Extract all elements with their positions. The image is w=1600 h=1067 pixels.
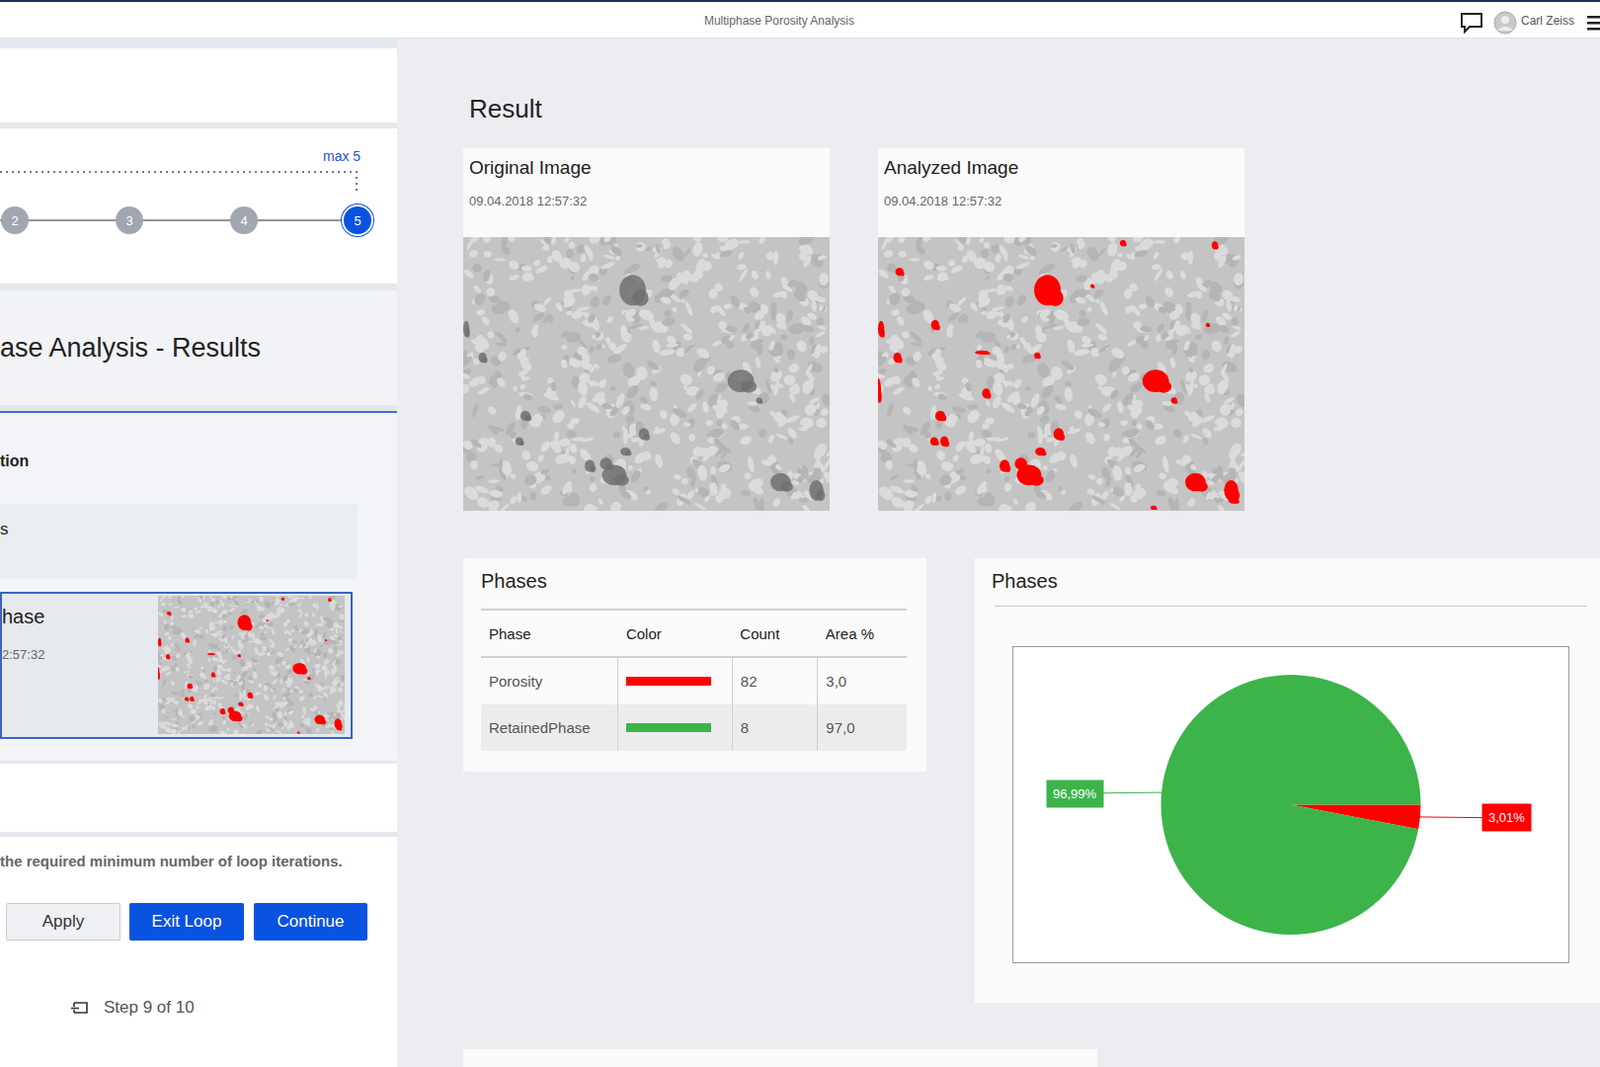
html-text:Multiphase Porosity Analysis: Multiphase Porosity Analysis [704, 13, 855, 28]
html-text:Color: Color [626, 624, 662, 642]
html-text:ase Analysis - Results: ase Analysis - Results [0, 332, 261, 363]
html-text:82: 82 [740, 672, 758, 690]
html-text:hase: hase [1, 605, 45, 628]
html-text:RetainedPhase: RetainedPhase [488, 719, 591, 736]
html-text:Exit Loop: Exit Loop [151, 911, 222, 931]
html-text:5: 5 [353, 212, 362, 228]
html-text:tion: tion [0, 452, 29, 470]
html-text:3,0: 3,0 [825, 672, 847, 690]
html-text:Count: Count [740, 624, 780, 642]
html-text:Carl Zeiss: Carl Zeiss [1520, 13, 1575, 28]
html-text:Phase: Phase [488, 624, 531, 642]
html-text:s: s [0, 519, 9, 539]
html-text:09.04.2018 12:57:32: 09.04.2018 12:57:32 [469, 193, 587, 209]
html-text:Original Image: Original Image [469, 157, 592, 178]
html-text:2:57:32: 2:57:32 [1, 646, 45, 662]
html-text:97,0: 97,0 [825, 719, 855, 736]
html-text:8: 8 [740, 719, 749, 736]
html-text:Result: Result [469, 93, 542, 124]
html-text:Continue: Continue [277, 911, 345, 931]
html-text:Area %: Area % [825, 624, 875, 642]
html-text:Step 9 of 10: Step 9 of 10 [103, 997, 195, 1017]
html-text:the required minimum number of: the required minimum number of loop iter… [0, 852, 343, 870]
html-text:Porosity: Porosity [488, 672, 543, 690]
html-text:Analyzed Image: Analyzed Image [883, 157, 1019, 178]
html-text:3: 3 [125, 212, 133, 228]
svg-text:3,01%: 3,01% [1488, 809, 1525, 825]
html-text:4: 4 [240, 212, 248, 228]
html-text:Phases: Phases [991, 569, 1058, 592]
svg-text:96,99%: 96,99% [1052, 786, 1098, 801]
html-text:Phases: Phases [480, 569, 547, 592]
html-text:max 5: max 5 [322, 148, 361, 164]
html-text:2: 2 [11, 212, 19, 228]
html-text:09.04.2018 12:57:32: 09.04.2018 12:57:32 [883, 193, 1002, 209]
html-text:Apply: Apply [42, 911, 85, 931]
